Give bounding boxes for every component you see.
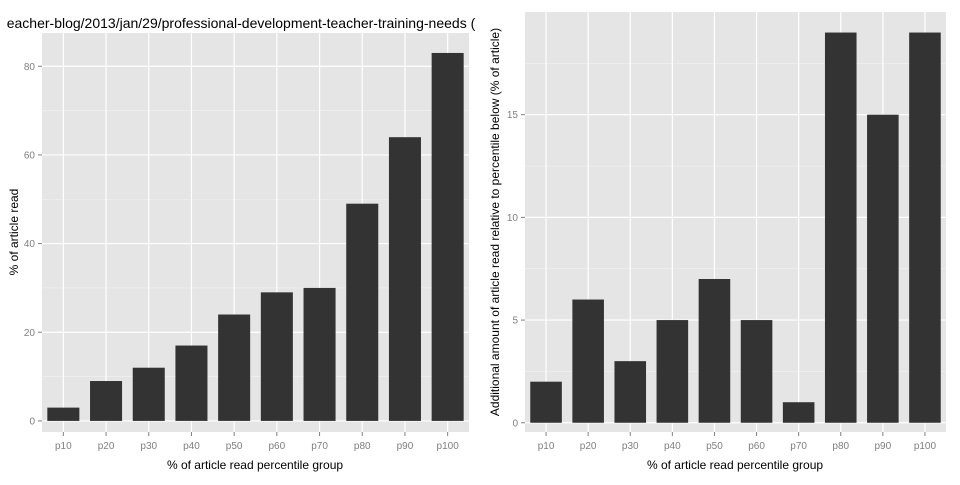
bar-p70 bbox=[782, 402, 815, 423]
x-tick-label: p90 bbox=[875, 441, 892, 452]
x-tick-label: p30 bbox=[140, 441, 157, 452]
y-axis-label: % of article read bbox=[7, 189, 21, 276]
x-tick-label: p70 bbox=[790, 441, 807, 452]
y-tick-label: 80 bbox=[24, 62, 36, 73]
bar-p80 bbox=[824, 32, 857, 423]
y-tick-label: 20 bbox=[24, 328, 36, 339]
x-tick-label: p60 bbox=[269, 441, 286, 452]
x-tick-label: p80 bbox=[832, 441, 849, 452]
bar-p90 bbox=[867, 114, 899, 423]
y-axis-label: Additional amount of article read relati… bbox=[488, 28, 502, 416]
bar-p60 bbox=[740, 320, 773, 423]
bar-p10 bbox=[530, 381, 562, 423]
x-tick-label: p50 bbox=[706, 441, 723, 452]
x-tick-label: p20 bbox=[98, 441, 115, 452]
left-chart: 0 20 40 60 80 p10 p20 p30 p40 p50 p60 p70 p80 p90 p100… bbox=[7, 15, 476, 472]
x-tick-label: p50 bbox=[226, 441, 243, 452]
bar-p50 bbox=[218, 314, 251, 421]
x-tick-label: p100 bbox=[914, 441, 937, 452]
bar-p20 bbox=[572, 299, 604, 423]
x-tick-label: p60 bbox=[748, 441, 765, 452]
bar-p80 bbox=[346, 203, 379, 421]
bar-p50 bbox=[698, 278, 731, 423]
x-tick-label: p20 bbox=[580, 441, 597, 452]
bar-p100 bbox=[909, 32, 941, 423]
x-tick-label: p30 bbox=[622, 441, 639, 452]
x-tick-label: p80 bbox=[354, 441, 371, 452]
bar-p90 bbox=[388, 137, 421, 421]
bar-p60 bbox=[260, 292, 293, 421]
bar-p70 bbox=[303, 287, 336, 421]
y-tick-label: 0 bbox=[512, 418, 518, 429]
y-tick-label: 60 bbox=[24, 150, 36, 161]
y-tick-label: 0 bbox=[29, 416, 35, 427]
bar-p100 bbox=[431, 52, 464, 421]
bar-p30 bbox=[132, 367, 165, 421]
bar-p40 bbox=[656, 320, 689, 423]
x-tick-label: p10 bbox=[538, 441, 555, 452]
x-tick-label: p40 bbox=[183, 441, 200, 452]
x-axis-label: % of article read percentile group bbox=[647, 458, 823, 472]
y-tick-label: 40 bbox=[24, 239, 36, 250]
bar-p10 bbox=[47, 407, 80, 421]
y-tick-label: 5 bbox=[512, 316, 518, 327]
right-chart: 0 5 10 15 p10 p20 p30 p40 p50 p60 p70 p80 p90 p100 % o… bbox=[488, 12, 946, 472]
x-tick-label: p90 bbox=[397, 441, 414, 452]
bar-p20 bbox=[90, 381, 123, 421]
x-tick-label: p40 bbox=[664, 441, 681, 452]
x-tick-label: p70 bbox=[311, 441, 328, 452]
y-tick-label: 15 bbox=[507, 110, 519, 121]
bar-p30 bbox=[614, 361, 647, 423]
x-tick-label: p100 bbox=[437, 441, 460, 452]
y-tick-label: 10 bbox=[507, 213, 519, 224]
bar-p40 bbox=[175, 345, 208, 421]
chart-title: eacher-blog/2013/jan/29/professional-dev… bbox=[7, 15, 476, 31]
x-axis-label: % of article read percentile group bbox=[167, 458, 343, 472]
x-tick-label: p10 bbox=[55, 441, 72, 452]
